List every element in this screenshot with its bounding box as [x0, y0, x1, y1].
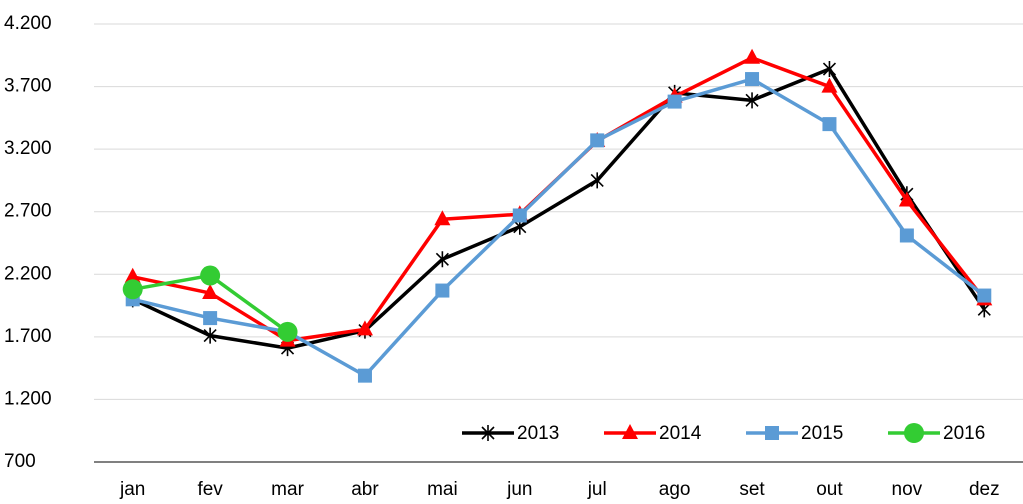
- marker: [203, 327, 217, 344]
- marker: [745, 92, 759, 109]
- marker: [977, 288, 992, 303]
- series-line: [132, 56, 986, 343]
- x-tick-label: nov: [892, 479, 923, 500]
- marker: [277, 321, 298, 342]
- y-tick-label: 2.700: [4, 201, 52, 222]
- marker: [200, 265, 221, 286]
- x-tick-label: mar: [271, 479, 304, 500]
- marker: [822, 61, 837, 78]
- series-line: [131, 67, 986, 350]
- marker: [357, 368, 372, 383]
- marker: [203, 311, 218, 326]
- marker: [356, 320, 373, 336]
- marker: [898, 191, 915, 207]
- marker: [434, 210, 451, 226]
- marker: [590, 133, 605, 148]
- x-tick-label: mai: [427, 479, 458, 500]
- y-tick-label: 1.200: [4, 388, 52, 409]
- x-tick-label: out: [816, 479, 843, 500]
- y-tick-label: 3.700: [4, 76, 52, 97]
- legend-marker: [765, 426, 779, 440]
- legend-marker: [904, 423, 924, 443]
- marker: [202, 284, 219, 300]
- marker: [745, 72, 760, 87]
- x-tick-label: jan: [119, 479, 145, 500]
- marker: [122, 279, 143, 300]
- x-tick-label: set: [739, 479, 765, 500]
- y-tick-label: 1.700: [4, 326, 52, 347]
- x-tick-label: abr: [351, 479, 379, 500]
- y-tick-label: 3.200: [4, 138, 52, 159]
- x-tick-label: jun: [506, 479, 532, 500]
- y-tick-label: 2.200: [4, 263, 52, 284]
- series-line: [132, 77, 986, 378]
- marker: [667, 94, 682, 109]
- y-tick-label: 4.200: [4, 13, 52, 34]
- marker: [435, 251, 449, 268]
- marker: [744, 48, 761, 64]
- marker: [899, 228, 914, 243]
- legend-label: 2016: [943, 423, 985, 444]
- x-tick-label: dez: [969, 479, 1000, 500]
- marker: [821, 77, 838, 93]
- marker: [590, 172, 604, 189]
- marker: [124, 267, 141, 283]
- marker: [822, 117, 837, 132]
- legend-marker: [481, 425, 495, 441]
- marker: [435, 283, 450, 298]
- x-tick-label: fev: [197, 479, 223, 500]
- marker: [512, 208, 527, 223]
- legend-label: 2015: [801, 423, 843, 444]
- y-tick-label: 700: [4, 451, 36, 472]
- x-tick-label: ago: [659, 479, 691, 500]
- legend-label: 2014: [659, 423, 702, 444]
- x-tick-label: jul: [587, 479, 607, 500]
- legend-marker: [622, 424, 638, 439]
- legend-label: 2013: [517, 423, 559, 444]
